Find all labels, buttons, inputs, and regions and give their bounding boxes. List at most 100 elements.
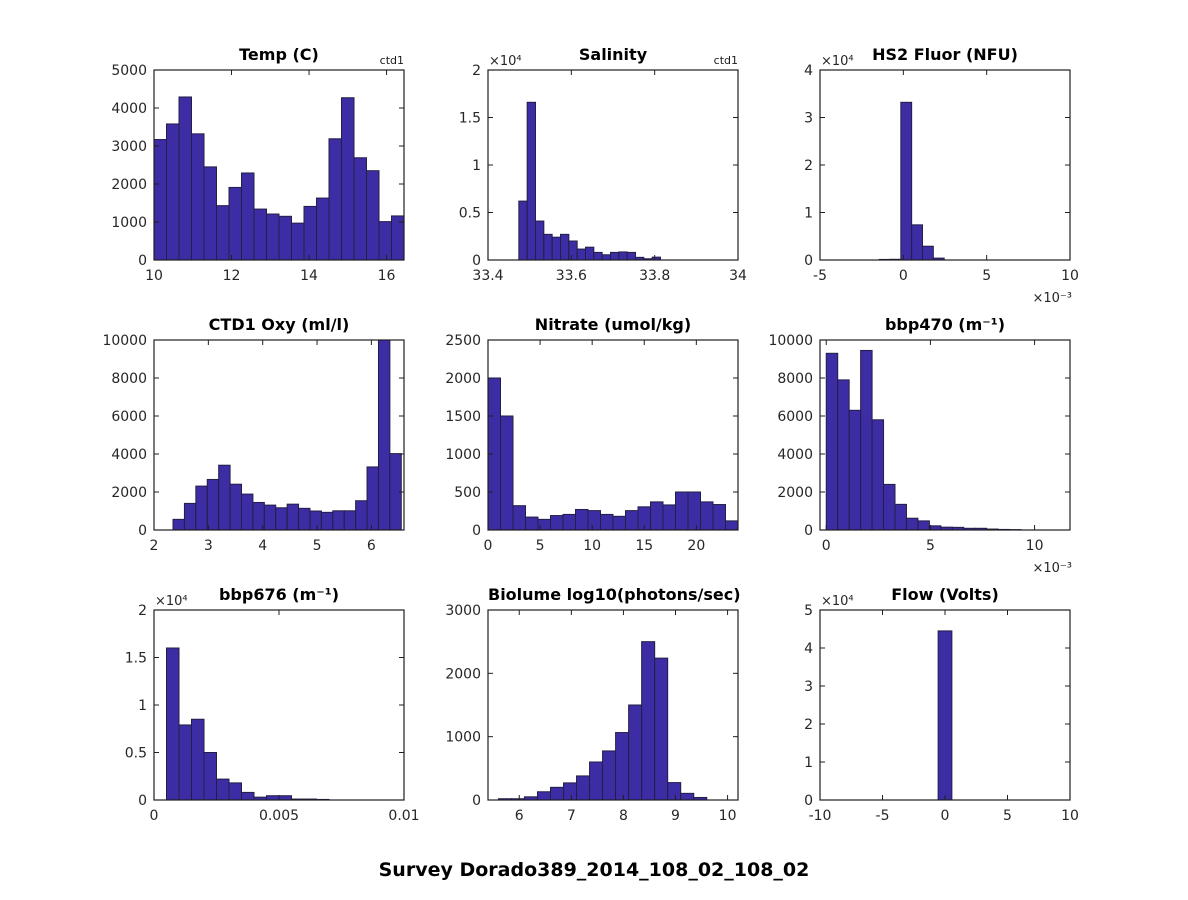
histogram-bar — [667, 782, 682, 801]
y-tick-label: 0 — [472, 793, 481, 809]
subplot-temp: Temp (C) ctd1 10 12 14 16 0 1000 2000 3000 4000 5… — [84, 32, 444, 320]
x-tick-label: 15 — [635, 538, 653, 554]
histogram-bar — [825, 352, 839, 531]
y-tick-label: 10000 — [768, 333, 813, 349]
histogram-bar — [675, 491, 689, 531]
figure-title: Survey Dorado389_2014_108_02_108_02 — [378, 859, 810, 881]
x-tick-label: 0.005 — [259, 808, 299, 824]
histogram-bar — [366, 170, 380, 261]
y-tick-label: 3 — [804, 679, 813, 695]
y-tick-label: 4 — [804, 641, 813, 657]
y-tick-label: 4000 — [111, 447, 147, 463]
x-tick-label: 5 — [313, 538, 322, 554]
x-tick-label: 6 — [367, 538, 376, 554]
y-tick-label: 0 — [138, 253, 147, 269]
y-tick-label: 2000 — [777, 485, 813, 501]
x-tick-label: 0 — [484, 538, 493, 554]
bbp676-histogram: 0 0.005 0.01 0 0.5 1 1.5 2 ×10⁴ — [125, 594, 420, 824]
x-tick-label: -5 — [813, 268, 827, 284]
histogram-bar — [316, 197, 330, 261]
histogram-bar — [563, 782, 578, 801]
y-tick-label: 1 — [138, 698, 147, 714]
histogram-bar — [911, 224, 923, 261]
histogram-bar — [355, 500, 368, 531]
histogram-bar — [585, 246, 595, 261]
y-tick-label: 0 — [472, 523, 481, 539]
axes-box — [153, 69, 405, 261]
histogram-bar — [278, 215, 292, 261]
x-tick-label: -10 — [809, 808, 832, 824]
x-tick-label: 0.01 — [388, 808, 419, 824]
y-tick-label: 1.5 — [125, 651, 147, 667]
histogram-bar — [195, 485, 208, 531]
y-tick-label: 1500 — [445, 409, 481, 425]
y-tick-label: 4 — [804, 63, 813, 79]
subplot-title: Nitrate (umol/kg) — [534, 315, 692, 334]
x-tick-label: 10 — [1061, 268, 1079, 284]
histogram-bar — [191, 718, 205, 801]
y-tick-label: 5 — [804, 603, 813, 619]
histogram-bar — [241, 791, 255, 801]
biolume-histogram: 6 7 8 9 10 0 1000 2000 3000 — [445, 603, 739, 824]
x-tick-label: 5 — [536, 538, 545, 554]
histogram-bar — [266, 213, 280, 261]
y-tick-label: 1000 — [445, 447, 481, 463]
x-tick-label: 10 — [1026, 538, 1044, 554]
x-tick-label: 5 — [1003, 808, 1012, 824]
subplot-nitrate: Nitrate (umol/kg) 0 5 10 15 20 0 500 1000 1500 20… — [418, 302, 778, 590]
x-tick-label: 5 — [926, 538, 935, 554]
histogram-bar — [228, 782, 242, 801]
x-tick-label: 2 — [150, 538, 159, 554]
y-tick-label: 1.5 — [459, 111, 481, 127]
histogram-bar — [928, 525, 942, 531]
y-axis-exponent-label: ×10⁴ — [489, 54, 522, 69]
histogram-bar — [275, 507, 288, 531]
subplot-title: Temp (C) — [239, 45, 319, 64]
histogram-bar — [618, 251, 628, 261]
histogram-bar — [700, 501, 714, 531]
histogram-bar — [662, 504, 676, 531]
histogram-bar — [263, 504, 277, 531]
histogram-bar — [937, 630, 953, 801]
x-tick-label: 20 — [687, 538, 705, 554]
histogram-bar — [725, 520, 739, 531]
y-tick-label: 6000 — [777, 409, 813, 425]
x-tick-label: 0 — [822, 538, 831, 554]
flow-histogram: -10 -5 0 5 10 0 1 2 3 4 5 ×10⁴ — [804, 594, 1079, 824]
x-tick-label: 12 — [223, 268, 241, 284]
subplot-flow: Flow (Volts) -10 -5 0 5 10 0 1 2 3 4 5 ×10⁴ — [750, 572, 1110, 860]
histogram-bar — [343, 510, 357, 531]
histogram-bar — [536, 791, 552, 801]
histogram-bar — [860, 349, 873, 531]
histogram-bar — [203, 166, 217, 261]
histogram-bar — [309, 510, 322, 531]
y-tick-label: 2 — [804, 717, 813, 733]
histogram-bar — [626, 251, 636, 261]
subplot-biolume: Biolume log10(photons/sec) 6 7 8 9 10 0 1000 20… — [418, 572, 778, 860]
y-axis-exponent-label: ×10⁴ — [821, 594, 854, 609]
y-tick-label: 0 — [804, 253, 813, 269]
histogram-bar — [153, 139, 167, 261]
x-tick-label: 10 — [719, 808, 737, 824]
histogram-bar — [341, 97, 355, 261]
histogram-bar — [687, 491, 701, 531]
y-tick-label: 8000 — [777, 371, 813, 387]
histogram-bar — [601, 254, 611, 261]
histogram-bar — [378, 221, 392, 261]
subplot-hs2-fluor: HS2 Fluor (NFU) -5 0 5 10 0 1 2 3 4 ×10⁴ ×10⁻³ — [750, 32, 1110, 320]
histogram-bar — [216, 778, 230, 801]
x-tick-label: 3 — [204, 538, 213, 554]
histogram-bar — [218, 464, 231, 531]
histogram-bar — [526, 101, 536, 261]
subplot-salinity: Salinity ctd1 33.4 33.6 33.8 34 0 0.5 1 1.5 2 ×10… — [418, 32, 778, 320]
histogram-bar — [610, 251, 620, 261]
histogram-bar — [641, 641, 656, 801]
histogram-bar — [654, 657, 669, 801]
histogram-bar — [241, 172, 255, 261]
axes-box — [487, 339, 739, 531]
y-tick-label: 1000 — [111, 215, 147, 231]
y-tick-label: 2000 — [111, 177, 147, 193]
ctd1-oxy-histogram: 2 3 4 5 6 0 2000 4000 6000 8000 10000 — [102, 333, 405, 554]
x-axis-exponent-label: ×10⁻³ — [1032, 291, 1072, 306]
